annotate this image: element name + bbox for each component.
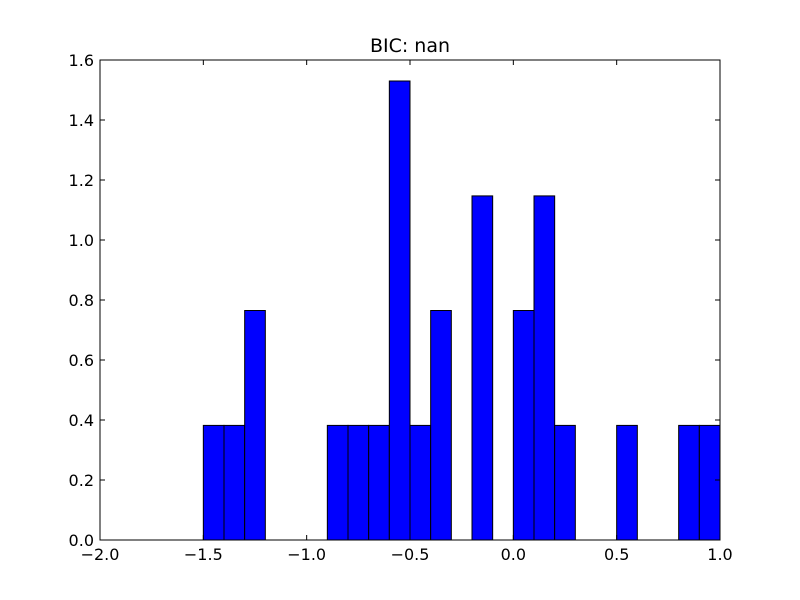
histogram-bar	[554, 424, 576, 541]
x-tick-label: −2.0	[81, 545, 120, 564]
x-tick-label: −0.5	[391, 545, 430, 564]
histogram-bar	[388, 80, 411, 541]
y-tick-label: 0.0	[69, 531, 94, 550]
x-tick-label: 0.5	[604, 545, 629, 564]
y-tick-label: 0.4	[69, 411, 94, 430]
y-tick-label: 0.2	[69, 471, 94, 490]
histogram-bar	[430, 310, 452, 541]
y-tick-label: 1.0	[69, 231, 94, 250]
x-tick-label: −1.5	[184, 545, 223, 564]
histogram-bar	[223, 424, 246, 541]
histogram-bar	[244, 310, 266, 541]
histogram-bar	[347, 424, 370, 541]
histogram-bar	[698, 424, 721, 541]
histogram-bars	[202, 80, 721, 541]
x-tick-label: 1.0	[707, 545, 732, 564]
x-tick-label: −1.0	[287, 545, 326, 564]
y-tick-label: 1.4	[69, 111, 94, 130]
chart-title: BIC: nan	[370, 35, 450, 57]
y-tick-label: 0.8	[69, 291, 94, 310]
histogram-bar	[368, 424, 390, 541]
histogram-bar	[616, 424, 638, 541]
y-tick-label: 0.6	[69, 351, 94, 370]
x-axis-tick-labels: −2.0 −1.5 −1.0 −0.5 0.0 0.5 1.0	[81, 545, 733, 564]
histogram-bar	[678, 424, 700, 541]
plot-area-frame	[99, 59, 721, 541]
y-tick-label: 1.6	[69, 51, 94, 70]
histogram-bar	[326, 424, 349, 541]
histogram-bar	[533, 195, 556, 541]
histogram-bar	[471, 195, 494, 541]
histogram-bar	[512, 310, 535, 541]
y-tick-label: 1.2	[69, 171, 94, 190]
y-axis-tick-labels: 0.0 0.2 0.4 0.6 0.8 1.0 1.2 1.4 1.6	[69, 51, 94, 550]
histogram-bar	[202, 424, 225, 541]
histogram-bar	[409, 424, 432, 541]
x-tick-label: 0.0	[501, 545, 526, 564]
